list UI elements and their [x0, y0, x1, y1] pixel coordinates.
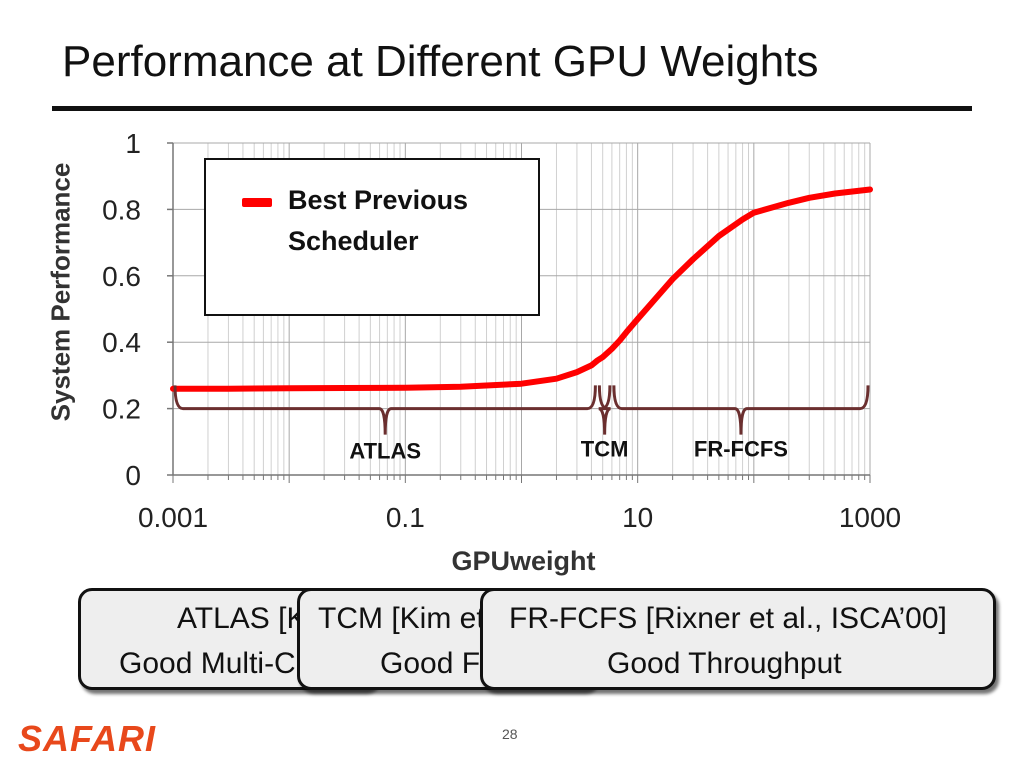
y-tick-label: 0.8 [102, 194, 141, 225]
legend-entry-best-previous: Best Previous Scheduler [288, 185, 469, 256]
card-frfcfs: FR-FCFS [Rixner et al., ISCA’00] Good Th… [480, 588, 996, 690]
safari-logo: SAFARI [18, 718, 157, 759]
chart-legend: Best Previous Scheduler [204, 158, 540, 316]
y-tick-label: 1 [125, 128, 141, 159]
y-tick-label: 0 [125, 460, 141, 491]
x-tick-label: 1000 [839, 502, 901, 533]
x-tick-label: 0.1 [386, 502, 425, 533]
card-frfcfs-subtitle: Good Throughput [607, 647, 842, 680]
annotation-label: FR-FCFS [694, 437, 788, 462]
y-tick-label: 0.4 [102, 327, 141, 358]
x-tick-label: 0.001 [138, 502, 208, 533]
x-tick-label: 10 [622, 502, 653, 533]
brace-tcm [597, 385, 612, 435]
title-divider [52, 106, 972, 111]
series-line-best-previous [170, 186, 873, 392]
card-frfcfs-title: FR-FCFS [Rixner et al., ISCA’00] [509, 602, 947, 635]
y-axis-label: System Performance [45, 162, 76, 422]
page-number: 28 [502, 726, 518, 742]
brace-fr-fcfs [612, 385, 870, 435]
legend-swatch-best-previous [242, 198, 272, 207]
annotation-label: TCM [581, 437, 629, 462]
y-tick-label: 0.2 [102, 394, 141, 425]
y-tick-label: 0.6 [102, 261, 141, 292]
annotation-label: ATLAS [349, 439, 421, 464]
brace-atlas [173, 385, 597, 435]
slide-title: Performance at Different GPU Weights [62, 37, 819, 86]
x-axis-label: GPUweight [451, 546, 595, 576]
